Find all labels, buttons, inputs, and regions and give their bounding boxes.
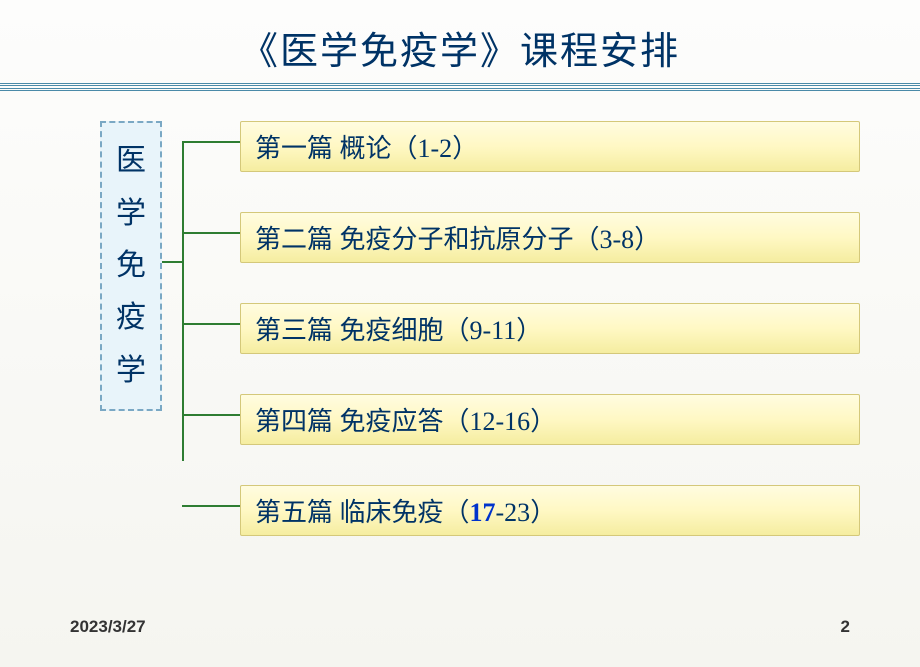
connector-branch — [182, 323, 240, 325]
page-title: 《医学免疫学》课程安排 — [0, 20, 920, 75]
sidebar-char: 疫 — [116, 303, 146, 333]
connector-branch — [182, 141, 240, 143]
chapter-highlight: 17 — [470, 498, 496, 527]
footer-date: 2023/3/27 — [70, 617, 146, 637]
sidebar-char: 学 — [116, 199, 146, 229]
chapter-range: 3-8 — [600, 225, 635, 254]
title-divider — [0, 83, 920, 91]
chapter-suffix: ） — [530, 498, 556, 527]
chapter-suffix: ） — [530, 407, 556, 436]
chapter-range: -23 — [496, 498, 531, 527]
chapter-prefix: 第二篇 免疫分子和抗原分子（ — [255, 225, 600, 254]
content-area: 医 学 免 疫 学 第一篇 概论（1-2） 第二篇 免疫分子和抗原分子（3-8） — [0, 121, 920, 536]
connector-branch — [182, 232, 240, 234]
chapter-box: 第四篇 免疫应答（12-16） — [240, 394, 860, 445]
connector-branch — [182, 505, 240, 507]
sidebar-char: 学 — [116, 356, 146, 386]
chapter-item: 第四篇 免疫应答（12-16） — [240, 394, 860, 445]
chapters-list: 第一篇 概论（1-2） 第二篇 免疫分子和抗原分子（3-8） 第三篇 免疫细胞（… — [240, 121, 860, 536]
sidebar-box: 医 学 免 疫 学 — [100, 121, 162, 411]
slide-container: 《医学免疫学》课程安排 医 学 免 疫 学 第一篇 概论（1-2） 第二篇 免疫… — [0, 0, 920, 667]
chapter-box: 第一篇 概论（1-2） — [240, 121, 860, 172]
connector-branch — [182, 414, 240, 416]
sidebar-char: 医 — [116, 146, 146, 176]
chapter-prefix: 第三篇 免疫细胞（ — [255, 316, 470, 345]
chapter-item: 第五篇 临床免疫（17-23） — [240, 485, 860, 536]
chapter-prefix: 第五篇 临床免疫（ — [255, 498, 470, 527]
connector-main — [182, 141, 184, 461]
chapter-range: 1-2 — [418, 134, 453, 163]
chapter-suffix: ） — [452, 134, 478, 163]
chapter-box: 第五篇 临床免疫（17-23） — [240, 485, 860, 536]
connector-root — [162, 261, 184, 263]
chapter-item: 第三篇 免疫细胞（9-11） — [240, 303, 860, 354]
chapter-box: 第三篇 免疫细胞（9-11） — [240, 303, 860, 354]
chapter-suffix: ） — [516, 316, 542, 345]
chapter-prefix: 第四篇 免疫应答（ — [255, 407, 470, 436]
chapter-prefix: 第一篇 概论（ — [255, 134, 418, 163]
chapter-range: 12-16 — [470, 407, 531, 436]
chapter-item: 第一篇 概论（1-2） — [240, 121, 860, 172]
footer: 2023/3/27 2 — [0, 617, 920, 637]
title-section: 《医学免疫学》课程安排 — [0, 20, 920, 75]
sidebar-char: 免 — [116, 251, 146, 281]
chapter-item: 第二篇 免疫分子和抗原分子（3-8） — [240, 212, 860, 263]
footer-page: 2 — [841, 617, 850, 637]
chapter-range: 9-11 — [470, 316, 517, 345]
chapter-box: 第二篇 免疫分子和抗原分子（3-8） — [240, 212, 860, 263]
chapter-suffix: ） — [634, 225, 660, 254]
